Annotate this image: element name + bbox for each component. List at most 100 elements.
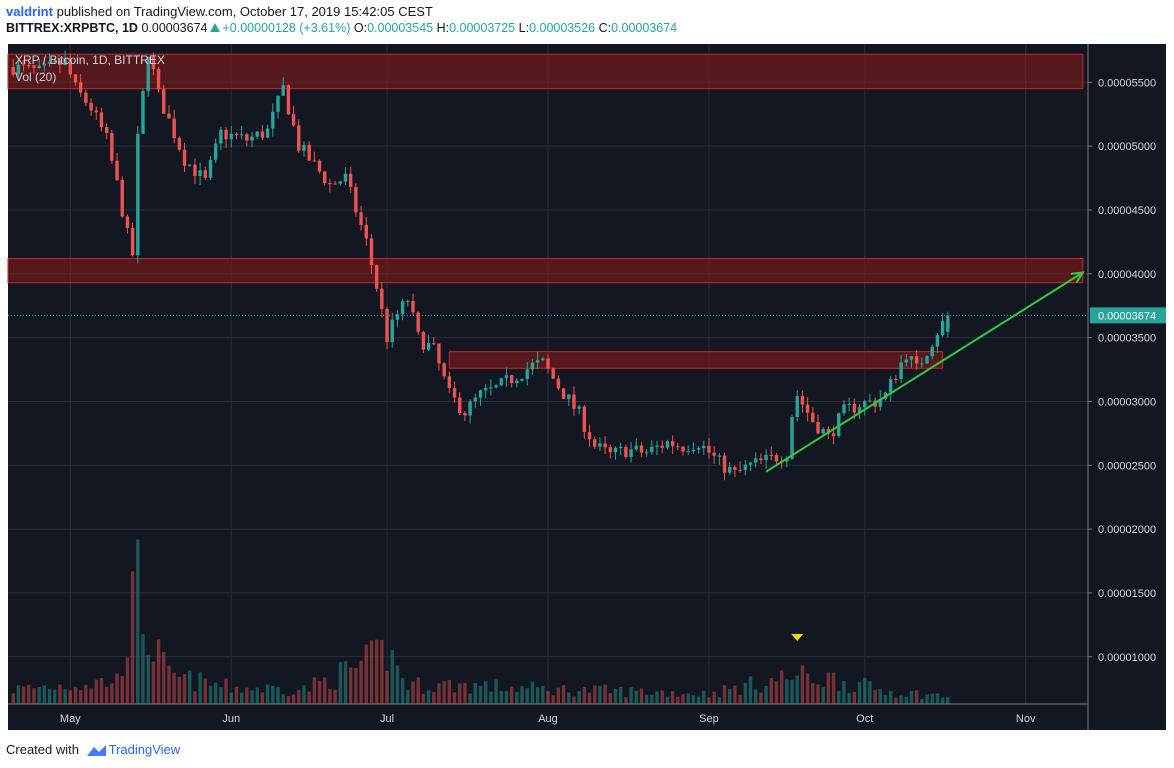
candle-body (162, 89, 166, 114)
volume-bar (53, 689, 57, 704)
volume-bar (686, 693, 690, 704)
volume-bar (681, 694, 685, 704)
candle-body (655, 445, 659, 447)
volume-bar (764, 685, 768, 704)
candle-body (894, 379, 898, 381)
candle-body (728, 466, 732, 473)
candle-body (478, 390, 483, 398)
candle-body (374, 265, 379, 289)
volume-bar (894, 697, 898, 704)
candle-body (250, 136, 254, 141)
volume-bar (504, 690, 509, 704)
candle-body (214, 143, 218, 160)
candle-body (73, 74, 78, 83)
candle-body (255, 131, 259, 137)
volume-bar (593, 685, 597, 704)
volume-bar (229, 692, 233, 704)
candle-body (281, 85, 285, 96)
volume-bar (920, 698, 924, 704)
candle-body (634, 445, 638, 450)
volume-bar (634, 690, 638, 704)
volume-bar (567, 692, 571, 704)
price-axis[interactable] (1088, 44, 1166, 704)
price-chart[interactable]: 0.00003674 0.00005500 0.00005000 0.0000450… (0, 0, 1174, 740)
candle-body (89, 102, 93, 111)
volume-bar (670, 691, 675, 704)
volume-bar (307, 691, 311, 704)
candle-body (120, 179, 124, 217)
candle-body (84, 92, 88, 103)
candle-body (567, 394, 571, 399)
volume-bar (110, 683, 114, 704)
candle-body (37, 65, 41, 69)
volume-bar (21, 686, 26, 704)
volume-bar (785, 679, 789, 704)
candle-body (193, 164, 197, 177)
candle-body (468, 401, 472, 416)
candle-body (499, 378, 503, 386)
candle-body (421, 331, 426, 350)
volume-bar (79, 690, 83, 704)
author-link[interactable]: valdrint (6, 4, 53, 19)
volume-bar (613, 688, 618, 704)
candle-body (504, 375, 509, 379)
x-tick-label: Sep (699, 713, 719, 725)
volume-bar (224, 678, 228, 704)
volume-bar (359, 660, 363, 704)
candle-body (484, 387, 488, 391)
candle-body (130, 227, 135, 256)
volume-bar (889, 691, 893, 704)
candle-body (11, 66, 15, 75)
candle-body (245, 134, 249, 141)
candle-body (800, 396, 805, 405)
volume-bar (11, 693, 15, 704)
candle-body (748, 462, 753, 465)
created-with-text: Created with (6, 742, 79, 757)
volume-bar (883, 695, 888, 704)
volume-bar (535, 687, 540, 704)
volume-bar (338, 662, 342, 704)
candle-body (333, 183, 337, 185)
candle-body (837, 413, 841, 437)
candle-body (525, 369, 529, 379)
y-tick-label: 0.00001000 (1098, 652, 1156, 664)
candle-body (312, 160, 317, 162)
high-value: 0.00003725 (449, 21, 516, 35)
candle-body (821, 429, 825, 434)
volume-bar (302, 685, 306, 704)
overlays: 0.00003674 (8, 271, 1166, 641)
candle-body (58, 60, 62, 66)
y-axis-labels: 0.00005500 0.00005000 0.00004500 0.00004000… (1088, 77, 1156, 664)
volume-bar (805, 673, 810, 704)
candle-body (935, 335, 940, 347)
volume-bar (702, 690, 706, 704)
volume-bar (421, 693, 426, 704)
candle-body (603, 443, 607, 448)
volume-bar (541, 685, 545, 704)
candle-body (260, 131, 265, 138)
tradingview-link[interactable]: TradingView (108, 742, 181, 757)
y-tick-label: 0.00004500 (1098, 205, 1156, 217)
volume-bar (811, 683, 815, 704)
candle-body (291, 114, 296, 126)
candle-body (863, 401, 867, 408)
candle-body (349, 173, 353, 187)
candle-body (722, 455, 727, 473)
volume-bar (89, 688, 93, 704)
candle-body (619, 446, 623, 448)
candle-body (21, 64, 26, 66)
candle-body (831, 433, 836, 437)
volume-bar (857, 681, 862, 704)
volume-bar (406, 689, 410, 704)
volume-bar (696, 696, 701, 704)
volume-bar (587, 692, 592, 704)
volume-bar (556, 687, 561, 704)
volume-bar (909, 690, 914, 704)
volume-bar (691, 695, 696, 704)
time-axis[interactable] (8, 704, 1166, 730)
candle-body (172, 118, 176, 139)
volume-bar (914, 690, 919, 704)
candle-body (842, 404, 846, 414)
volume-bar (260, 692, 265, 704)
candle-body (416, 312, 420, 332)
